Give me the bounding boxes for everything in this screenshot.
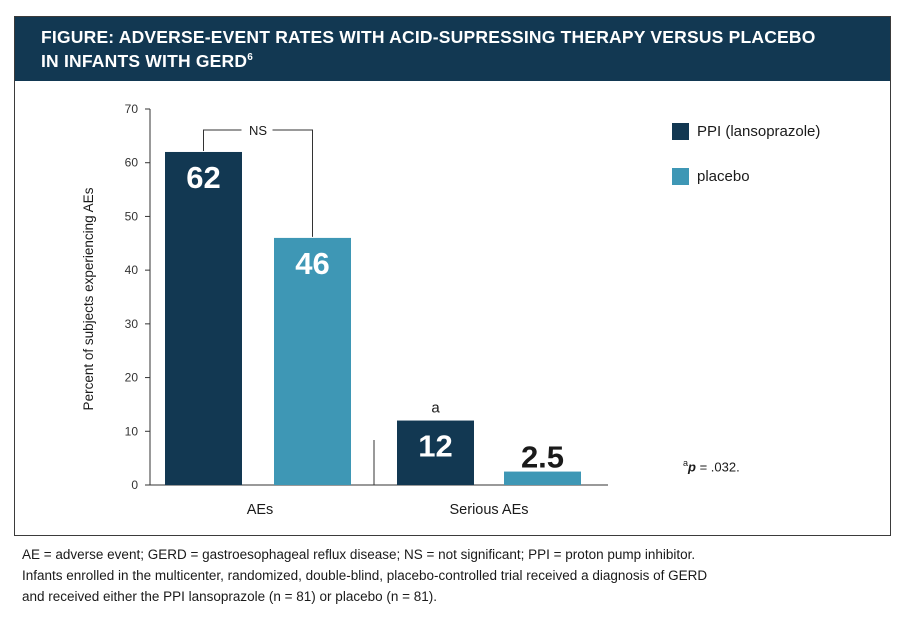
legend-swatch-placebo [672,167,689,185]
footnote-text: = .032. [695,459,740,475]
x-category-label: AEs [247,502,274,518]
title-reference: 6 [247,52,253,64]
title-line-1: FIGURE: ADVERSE-EVENT RATES WITH ACID-SU… [41,27,816,47]
ns-bracket-left [203,129,242,151]
y-tick-label: 50 [125,209,139,223]
y-tick-label: 10 [125,424,139,438]
caption-line-3: and received either the PPI lansoprazole… [22,589,437,604]
y-tick-label: 60 [125,156,139,170]
y-tick-label: 0 [131,478,138,492]
y-tick-label: 30 [125,317,139,331]
caption-line-1: AE = adverse event; GERD = gastroesophag… [22,547,696,562]
data-label: 2.5 [521,440,564,475]
data-label: 12 [418,429,452,464]
chart-legend: PPI (lansoprazole) placebo [672,120,820,210]
x-category-label: Serious AEs [450,502,529,518]
bar-chart: 0 10 20 30 40 50 60 70 Percent of subjects exper… [81,102,608,518]
footnote-marker: a [683,458,689,468]
data-label: 62 [186,160,220,195]
ns-bracket-right [272,129,313,237]
legend-item-placebo: placebo [672,165,820,187]
ns-annotation: NS [249,123,267,138]
title-line-2-text: IN INFANTS WITH GERD [41,51,248,71]
y-tick-label: 70 [125,102,139,116]
title-line-2: IN INFANTS WITH GERD6 [41,49,876,73]
footnote-p-symbol: p [688,459,696,475]
bar-placebo-0 [274,237,351,485]
data-label: 46 [295,246,329,281]
y-tick-label: 40 [125,263,139,277]
y-tick-label: 20 [125,371,139,385]
legend-label-ppi: PPI (lansoprazole) [697,122,821,140]
legend-label-placebo: placebo [697,167,750,185]
significance-footnote: ap = .032. [683,458,740,474]
y-axis-title: Percent of subjects experiencing AEs [81,187,96,410]
bar-ppi-1 [397,420,474,485]
bar-ppi-0 [165,151,242,485]
legend-swatch-ppi [672,122,689,140]
caption-line-2: Infants enrolled in the multicenter, ran… [22,568,708,583]
figure-title: FIGURE: ADVERSE-EVENT RATES WITH ACID-SU… [15,17,890,81]
figure-caption: AE = adverse event; GERD = gastroesophag… [22,544,892,607]
significance-marker: a [431,400,440,417]
legend-item-ppi: PPI (lansoprazole) [672,120,820,142]
bar-placebo-1 [504,471,581,485]
